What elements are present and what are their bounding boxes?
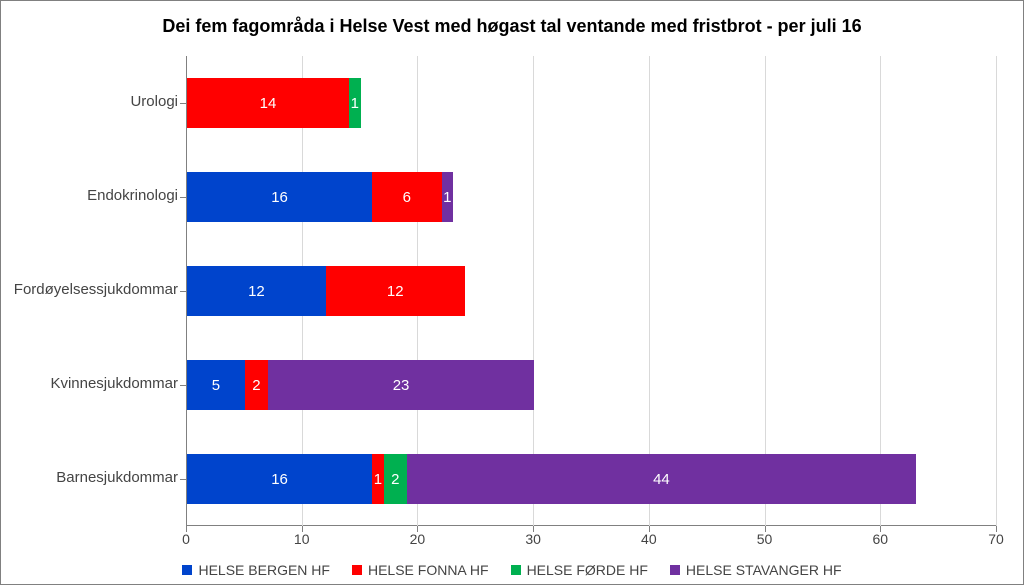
legend-swatch-fonna — [352, 565, 362, 575]
legend-swatch-forde — [511, 565, 521, 575]
x-tick-label: 30 — [525, 531, 541, 547]
category-label: Urologi — [0, 93, 178, 110]
x-axis — [186, 525, 996, 526]
bar-segment-bergen: 16 — [187, 172, 372, 222]
legend-item-bergen: HELSE BERGEN HF — [182, 562, 329, 578]
bar-segment-fonna: 1 — [372, 454, 384, 504]
bar-segment-stavanger: 44 — [407, 454, 916, 504]
legend-label-forde: HELSE FØRDE HF — [527, 562, 648, 578]
legend-label-stavanger: HELSE STAVANGER HF — [686, 562, 842, 578]
legend-item-fonna: HELSE FONNA HF — [352, 562, 489, 578]
y-tick — [180, 479, 186, 480]
y-tick — [180, 291, 186, 292]
bar-segment-forde: 2 — [384, 454, 407, 504]
legend-swatch-stavanger — [670, 565, 680, 575]
bar-segment-fonna: 14 — [187, 78, 349, 128]
bar-segment-forde: 1 — [349, 78, 361, 128]
x-tick-label: 50 — [757, 531, 773, 547]
bar-segment-bergen: 16 — [187, 454, 372, 504]
category-label: Endokrinologi — [0, 187, 178, 204]
x-tick-label: 10 — [294, 531, 310, 547]
chart-title: Dei fem fagområda i Helse Vest med høgas… — [1, 1, 1023, 37]
bar-segment-fonna: 2 — [245, 360, 268, 410]
plot-area: 141166112125223161244 — [186, 56, 996, 526]
bar-segment-stavanger: 1 — [442, 172, 454, 222]
bar-row: 1661 — [187, 172, 453, 222]
category-label: Fordøyelsessjukdommar — [0, 281, 178, 298]
bar-row: 161244 — [187, 454, 916, 504]
x-tick-label: 0 — [182, 531, 190, 547]
bar-segment-fonna: 6 — [372, 172, 441, 222]
chart-container: Dei fem fagområda i Helse Vest med høgas… — [0, 0, 1024, 585]
bar-row: 5223 — [187, 360, 534, 410]
x-tick-label: 70 — [988, 531, 1004, 547]
legend-label-bergen: HELSE BERGEN HF — [198, 562, 329, 578]
bar-segment-bergen: 5 — [187, 360, 245, 410]
y-tick — [180, 197, 186, 198]
legend-swatch-bergen — [182, 565, 192, 575]
x-tick-label: 60 — [872, 531, 888, 547]
y-tick — [180, 103, 186, 104]
y-tick — [180, 385, 186, 386]
legend-item-forde: HELSE FØRDE HF — [511, 562, 648, 578]
bar-row: 1212 — [187, 266, 465, 316]
gridline — [996, 56, 997, 526]
category-label: Barnesjukdommar — [0, 469, 178, 486]
legend-label-fonna: HELSE FONNA HF — [368, 562, 489, 578]
legend-item-stavanger: HELSE STAVANGER HF — [670, 562, 842, 578]
category-label: Kvinnesjukdommar — [0, 375, 178, 392]
x-tick-label: 20 — [410, 531, 426, 547]
x-tick-label: 40 — [641, 531, 657, 547]
bar-segment-bergen: 12 — [187, 266, 326, 316]
bar-segment-stavanger: 23 — [268, 360, 534, 410]
legend: HELSE BERGEN HF HELSE FONNA HF HELSE FØR… — [1, 562, 1023, 578]
bar-row: 141 — [187, 78, 361, 128]
bar-segment-fonna: 12 — [326, 266, 465, 316]
